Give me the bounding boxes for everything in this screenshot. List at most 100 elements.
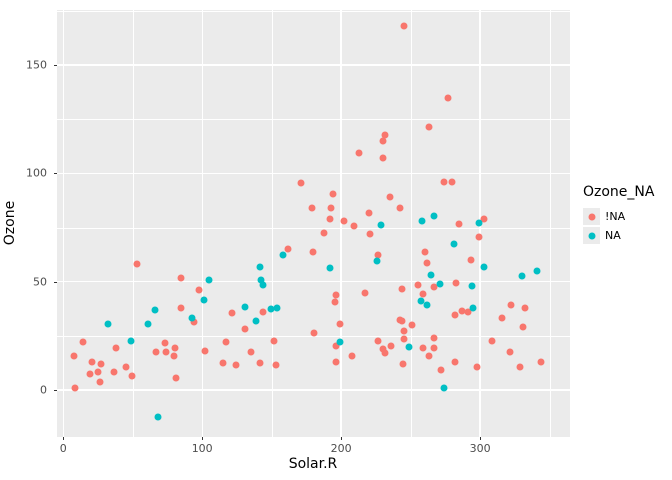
data-point-not-na [365,209,373,217]
y-major-gridline [57,64,570,66]
data-point-not-na [366,230,374,238]
data-point-not-na [272,361,280,369]
data-point-not-na [133,260,141,268]
data-point-not-na [270,337,278,345]
y-tick-label: 150 [26,58,47,72]
data-point-not-na [308,204,316,212]
data-point-na [427,271,435,279]
data-point-na [417,297,425,305]
data-point-not-na [379,154,387,162]
data-point-not-na [259,308,267,316]
data-point-not-na [170,352,178,360]
x-minor-gridline [271,10,273,437]
data-point-not-na [122,363,130,371]
y-major-gridline [57,172,570,175]
y-tick-label: 100 [26,166,47,180]
data-point-na [440,384,448,392]
data-point-not-na [190,318,198,326]
x-minor-gridline [132,10,134,437]
data-point-not-na [201,347,209,355]
legend-item-label: !NA [605,210,626,223]
data-point-not-na [398,285,406,293]
data-point-not-na [88,358,96,366]
y-minor-gridline [57,119,570,120]
data-point-not-na [386,193,394,201]
data-point-not-na [458,307,466,315]
data-point-na [475,219,483,227]
data-point-not-na [79,338,87,346]
data-point-not-na [247,348,255,356]
data-point-na [336,338,344,346]
data-point-not-na [70,352,78,360]
data-point-not-na [310,329,318,337]
x-tick-label: 300 [469,442,491,455]
data-point-not-na [414,281,422,289]
data-point-not-na [444,94,452,102]
data-point-not-na [355,149,363,157]
data-point-not-na [86,370,94,378]
data-point-not-na [423,259,431,267]
data-point-na [533,267,541,275]
data-point-not-na [419,290,427,298]
data-point-not-na [498,314,506,322]
data-point-not-na [331,298,339,306]
data-point-not-na [177,304,185,312]
data-point-na [151,306,159,314]
data-point-not-na [507,301,515,309]
x-axis-tick [341,437,343,440]
data-point-not-na [480,215,488,223]
data-point-not-na [440,178,448,186]
data-point-not-na [451,358,459,366]
x-minor-gridline [410,10,412,437]
data-point-not-na [340,217,348,225]
data-point-not-na [379,137,387,145]
data-point-na [104,320,112,328]
data-point-not-na [361,289,369,296]
data-point-not-na [455,220,463,228]
data-point-not-na [195,286,203,294]
data-point-not-na [421,248,429,256]
legend-item: NA [583,227,654,244]
data-point-na [200,296,208,304]
legend-items: !NA NA [583,208,654,244]
data-point-not-na [222,338,230,346]
data-point-na [257,276,265,283]
y-axis-tick [54,281,57,283]
data-point-not-na [97,360,105,368]
data-point-na [423,301,431,309]
data-point-not-na [152,348,160,356]
data-point-na [279,251,287,259]
y-minor-gridline [57,335,570,337]
y-major-gridline [57,389,570,391]
data-point-not-na [400,335,408,343]
data-point-not-na [232,361,240,369]
data-point-not-na [381,349,389,357]
legend-point-icon [588,232,595,239]
x-major-gridline [201,10,203,437]
data-point-not-na [408,321,416,329]
data-point-not-na [430,283,438,291]
data-point-not-na [332,358,340,366]
data-point-not-na [162,348,170,356]
data-point-not-na [381,131,389,139]
x-axis-tick [202,437,204,440]
data-point-na [326,264,334,272]
data-point-not-na [398,317,406,325]
data-point-not-na [336,320,344,328]
legend-item-label: NA [605,229,621,242]
data-point-na [450,240,458,248]
data-point-not-na [425,123,433,131]
x-major-gridline [62,10,64,437]
y-tick-label: 0 [40,383,47,397]
legend-key [583,227,600,244]
data-point-not-na [219,359,227,367]
data-point-not-na [329,190,337,198]
data-point-na [377,221,385,229]
data-point-not-na [448,178,456,186]
data-point-not-na [327,204,335,212]
data-point-not-na [506,348,514,356]
data-point-not-na [387,342,395,350]
y-minor-gridline [57,10,570,12]
data-point-not-na [350,222,358,230]
data-point-not-na [521,304,529,312]
